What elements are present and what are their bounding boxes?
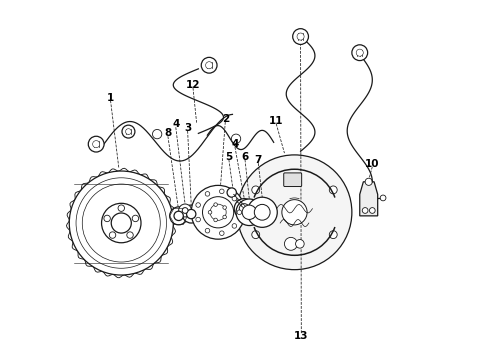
Circle shape [205,192,210,196]
Circle shape [93,141,100,148]
Circle shape [252,186,260,194]
Circle shape [239,204,249,214]
Circle shape [196,203,200,207]
Circle shape [252,231,260,239]
FancyBboxPatch shape [284,173,302,186]
Circle shape [69,171,173,275]
Circle shape [231,134,241,143]
Circle shape [352,45,368,60]
Circle shape [227,188,236,197]
Circle shape [232,224,237,228]
Circle shape [247,197,277,227]
Circle shape [236,199,263,226]
Circle shape [152,130,162,139]
Circle shape [380,195,386,201]
Circle shape [191,185,245,239]
Circle shape [182,205,200,223]
Circle shape [254,204,270,220]
Circle shape [214,203,218,206]
Circle shape [369,208,375,213]
Circle shape [223,215,226,219]
Circle shape [182,208,188,213]
Circle shape [220,231,224,235]
Circle shape [214,218,218,222]
Text: 8: 8 [164,129,171,138]
Circle shape [187,210,196,219]
Circle shape [362,208,368,213]
Circle shape [237,210,242,215]
Circle shape [232,196,237,201]
Circle shape [127,232,133,238]
Circle shape [101,203,141,243]
Text: 11: 11 [269,116,283,126]
Circle shape [329,186,337,194]
Polygon shape [360,182,378,216]
Circle shape [196,217,200,222]
Circle shape [104,215,110,222]
Text: 4: 4 [172,120,179,129]
Text: 7: 7 [255,155,262,165]
Circle shape [179,204,192,217]
Circle shape [122,125,135,138]
Circle shape [234,199,254,219]
Text: 13: 13 [294,331,309,341]
Circle shape [237,155,352,270]
Circle shape [220,189,224,194]
Circle shape [365,178,372,185]
Circle shape [285,237,297,250]
Text: 10: 10 [365,159,380,169]
Text: 6: 6 [242,152,248,162]
Circle shape [223,206,226,209]
Circle shape [329,231,337,239]
Circle shape [242,205,256,220]
Circle shape [356,49,363,56]
Circle shape [132,215,139,222]
Circle shape [88,136,104,152]
Circle shape [205,228,210,233]
Circle shape [118,205,124,211]
Circle shape [295,239,304,248]
Circle shape [111,213,131,233]
Text: 2: 2 [221,114,229,124]
Circle shape [208,211,212,214]
Text: 5: 5 [225,152,232,162]
Text: 3: 3 [184,123,191,133]
Text: 4: 4 [231,139,239,149]
Circle shape [206,62,213,69]
Text: 12: 12 [186,80,200,90]
Circle shape [109,232,116,238]
Circle shape [297,33,304,40]
Circle shape [293,29,309,44]
Circle shape [174,211,183,221]
Circle shape [202,197,234,228]
Circle shape [125,129,131,135]
Text: 1: 1 [107,93,114,103]
Circle shape [201,57,217,73]
Circle shape [282,200,307,225]
Circle shape [170,207,188,225]
